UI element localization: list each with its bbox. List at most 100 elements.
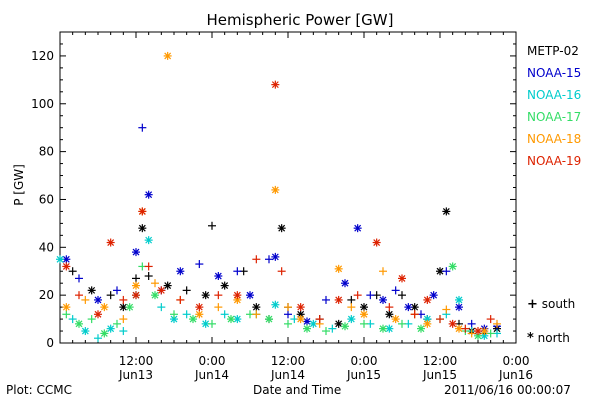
y-axis-label: P [GW] — [11, 164, 26, 206]
data-point-noaa-17 — [417, 324, 425, 333]
data-point-noaa-17 — [75, 319, 83, 328]
data-point-noaa-19 — [106, 238, 115, 247]
data-point-noaa-16 — [119, 327, 128, 336]
data-point-noaa-17 — [303, 324, 311, 333]
data-point-noaa-19 — [195, 303, 204, 312]
legend-north-label: north — [537, 331, 570, 345]
data-point-noaa-18 — [132, 281, 140, 290]
data-point-noaa-18 — [119, 315, 128, 324]
data-point-noaa-19 — [144, 262, 153, 271]
data-point-noaa-15 — [132, 248, 140, 257]
data-point-noaa-18 — [391, 315, 400, 324]
data-point-noaa-19 — [334, 295, 343, 304]
data-point-noaa-18 — [423, 319, 432, 328]
data-point-noaa-18 — [334, 264, 343, 273]
data-point-noaa-17 — [265, 315, 273, 324]
data-point-noaa-19 — [372, 238, 381, 247]
data-point-metp-02 — [68, 267, 77, 276]
data-point-noaa-19 — [94, 310, 102, 319]
data-point-noaa-16 — [347, 315, 356, 324]
data-point-noaa-18 — [467, 329, 476, 338]
data-point-noaa-18 — [195, 310, 204, 319]
data-point-metp-02 — [334, 319, 343, 328]
data-point-noaa-18 — [214, 303, 223, 312]
data-point-noaa-16 — [157, 303, 166, 312]
data-point-noaa-17 — [227, 315, 235, 324]
data-point-noaa-15 — [341, 279, 349, 288]
data-point-noaa-19 — [277, 267, 286, 276]
data-point-noaa-17 — [486, 329, 495, 338]
data-point-noaa-19 — [233, 291, 242, 300]
data-point-noaa-18 — [252, 310, 261, 319]
data-point-metp-02 — [208, 221, 216, 230]
data-point-noaa-19 — [271, 80, 280, 89]
x-tick-label-time: 12:00 — [423, 354, 458, 368]
data-point-noaa-15 — [138, 123, 147, 132]
data-point-noaa-16 — [220, 310, 229, 319]
data-point-noaa-16 — [328, 324, 337, 333]
x-tick-label-date: Jun14 — [194, 368, 229, 382]
data-point-noaa-17 — [208, 319, 216, 328]
data-point-noaa-18 — [442, 305, 451, 314]
data-point-noaa-18 — [100, 303, 109, 312]
data-point-noaa-18 — [360, 310, 368, 319]
data-point-noaa-15 — [404, 303, 413, 312]
data-point-noaa-15 — [233, 267, 242, 276]
y-tick-label: 0 — [46, 336, 54, 350]
x-tick-label-time: 0:00 — [503, 354, 530, 368]
legend-north: * north — [527, 331, 570, 346]
data-point-metp-02 — [442, 207, 451, 216]
data-point-noaa-17 — [284, 319, 292, 328]
data-point-noaa-15 — [467, 319, 476, 328]
data-point-metp-02 — [201, 291, 210, 300]
data-point-noaa-17 — [341, 322, 349, 331]
data-point-noaa-19 — [119, 295, 128, 304]
data-point-metp-02 — [144, 272, 153, 281]
footer-timestamp: 2011/06/16 00:00:07 — [444, 383, 571, 397]
x-tick-label-time: 0:00 — [199, 354, 226, 368]
data-point-noaa-17 — [113, 319, 121, 328]
data-point-metp-02 — [182, 286, 191, 295]
data-point-noaa-19 — [410, 310, 419, 319]
data-point-metp-02 — [277, 224, 286, 233]
data-point-noaa-17 — [87, 315, 96, 324]
data-point-noaa-15 — [265, 255, 273, 264]
data-point-noaa-19 — [62, 262, 71, 271]
data-point-noaa-18 — [163, 51, 172, 60]
data-point-metp-02 — [252, 303, 261, 312]
data-point-metp-02 — [87, 286, 96, 295]
legend-item-noaa-16: NOAA-16 — [527, 88, 582, 102]
data-point-noaa-15 — [353, 224, 362, 233]
footer-plot-source: Plot: CCMC — [6, 383, 72, 397]
data-point-noaa-18 — [379, 267, 387, 276]
x-tick-label-time: 12:00 — [271, 354, 306, 368]
data-point-noaa-19 — [448, 319, 457, 328]
legend-item-noaa-19: NOAA-19 — [527, 154, 582, 168]
data-point-noaa-15 — [195, 260, 204, 269]
data-point-metp-02 — [347, 295, 356, 304]
data-point-noaa-18 — [62, 303, 71, 312]
data-point-noaa-19 — [176, 295, 185, 304]
x-tick-label-date: Jun15 — [346, 368, 381, 382]
data-point-noaa-15 — [391, 286, 400, 295]
legend-south-label: south — [541, 297, 576, 311]
data-point-noaa-15 — [246, 291, 254, 300]
data-point-noaa-16 — [81, 327, 90, 336]
data-point-noaa-16 — [56, 255, 64, 264]
data-point-noaa-19 — [385, 303, 394, 312]
data-point-metp-02 — [132, 274, 140, 283]
data-point-noaa-16 — [455, 295, 463, 304]
data-point-metp-02 — [138, 224, 147, 233]
asterisk-icon: * — [527, 331, 534, 346]
plot-frame — [59, 31, 517, 344]
y-tick-label: 120 — [31, 49, 54, 63]
data-point-noaa-17 — [448, 262, 457, 271]
data-point-noaa-19 — [353, 291, 362, 300]
data-point-noaa-18 — [493, 319, 501, 328]
data-point-noaa-17 — [125, 303, 134, 312]
chart-title: Hemispheric Power [GW] — [206, 11, 394, 29]
data-point-noaa-16 — [271, 300, 280, 309]
data-point-noaa-19 — [157, 286, 166, 295]
data-point-noaa-18 — [81, 295, 90, 304]
